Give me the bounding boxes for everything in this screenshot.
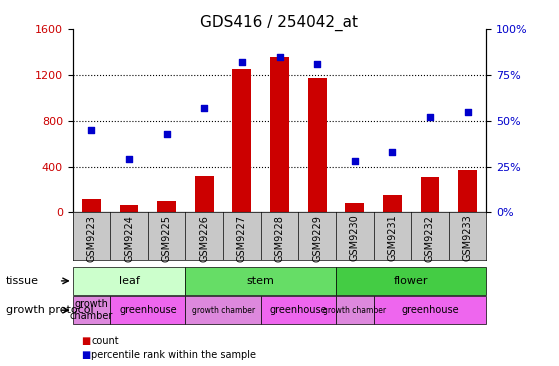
Bar — [307, 78, 326, 212]
Bar — [383, 195, 402, 212]
Text: percentile rank within the sample: percentile rank within the sample — [91, 350, 256, 360]
Point — [87, 127, 96, 133]
Bar — [270, 57, 289, 212]
Text: GSM9230: GSM9230 — [350, 214, 359, 261]
Bar — [186, 296, 260, 324]
Point — [463, 109, 472, 115]
Point — [200, 105, 209, 111]
Text: greenhouse: greenhouse — [269, 305, 327, 315]
Text: flower: flower — [394, 276, 428, 286]
Bar — [420, 177, 439, 212]
Point — [350, 158, 359, 164]
Text: GSM9229: GSM9229 — [312, 214, 322, 262]
Bar — [73, 296, 110, 324]
Text: leaf: leaf — [119, 276, 140, 286]
Text: growth chamber: growth chamber — [323, 306, 386, 315]
Bar — [336, 296, 373, 324]
Text: GSM9231: GSM9231 — [387, 214, 397, 261]
Text: ■: ■ — [81, 336, 91, 346]
Bar — [233, 69, 252, 212]
Bar — [336, 267, 486, 295]
Text: growth chamber: growth chamber — [192, 306, 255, 315]
Bar — [110, 296, 186, 324]
Bar — [157, 201, 176, 212]
Text: GDS416 / 254042_at: GDS416 / 254042_at — [201, 15, 358, 31]
Bar — [73, 267, 186, 295]
Text: GSM9228: GSM9228 — [274, 214, 285, 262]
Point — [388, 149, 397, 155]
Text: GSM9225: GSM9225 — [162, 214, 172, 262]
Text: growth
chamber: growth chamber — [70, 299, 113, 321]
Text: growth protocol: growth protocol — [6, 305, 93, 315]
Point — [425, 114, 434, 120]
Text: stem: stem — [247, 276, 274, 286]
Text: GSM9232: GSM9232 — [425, 214, 435, 262]
Text: GSM9224: GSM9224 — [124, 214, 134, 262]
Text: ■: ■ — [81, 350, 91, 360]
Bar — [195, 176, 214, 212]
Point — [275, 54, 284, 60]
Bar — [458, 170, 477, 212]
Point — [125, 156, 134, 162]
Bar — [260, 296, 336, 324]
Point — [238, 59, 247, 65]
Text: tissue: tissue — [6, 276, 39, 286]
Bar — [345, 203, 364, 212]
Text: GSM9226: GSM9226 — [200, 214, 209, 262]
Bar — [186, 267, 336, 295]
Point — [162, 131, 171, 137]
Text: greenhouse: greenhouse — [119, 305, 177, 315]
Text: greenhouse: greenhouse — [401, 305, 459, 315]
Bar — [82, 198, 101, 212]
Bar — [373, 296, 486, 324]
Text: count: count — [91, 336, 119, 346]
Text: GSM9223: GSM9223 — [87, 214, 97, 262]
Bar — [120, 205, 139, 212]
Point — [312, 61, 321, 67]
Text: GSM9227: GSM9227 — [237, 214, 247, 262]
Text: GSM9233: GSM9233 — [462, 214, 472, 261]
